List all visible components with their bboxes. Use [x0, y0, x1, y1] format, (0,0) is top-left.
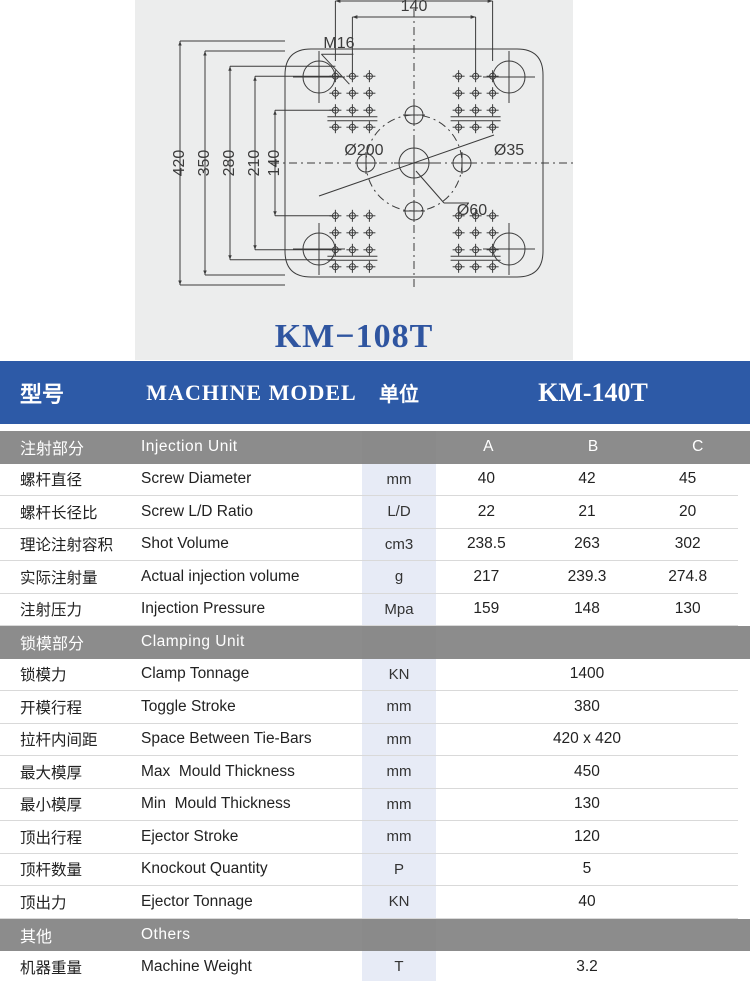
svg-text:350: 350: [196, 150, 213, 177]
svg-text:Ø200: Ø200: [344, 142, 383, 159]
svg-text:Ø60: Ø60: [457, 202, 487, 219]
svg-text:140: 140: [266, 150, 283, 177]
svg-text:140: 140: [401, 0, 428, 15]
svg-text:M16: M16: [323, 35, 354, 52]
svg-text:420: 420: [171, 150, 188, 177]
svg-text:210: 210: [246, 150, 263, 177]
svg-text:Ø35: Ø35: [494, 142, 524, 159]
svg-text:280: 280: [221, 150, 238, 177]
